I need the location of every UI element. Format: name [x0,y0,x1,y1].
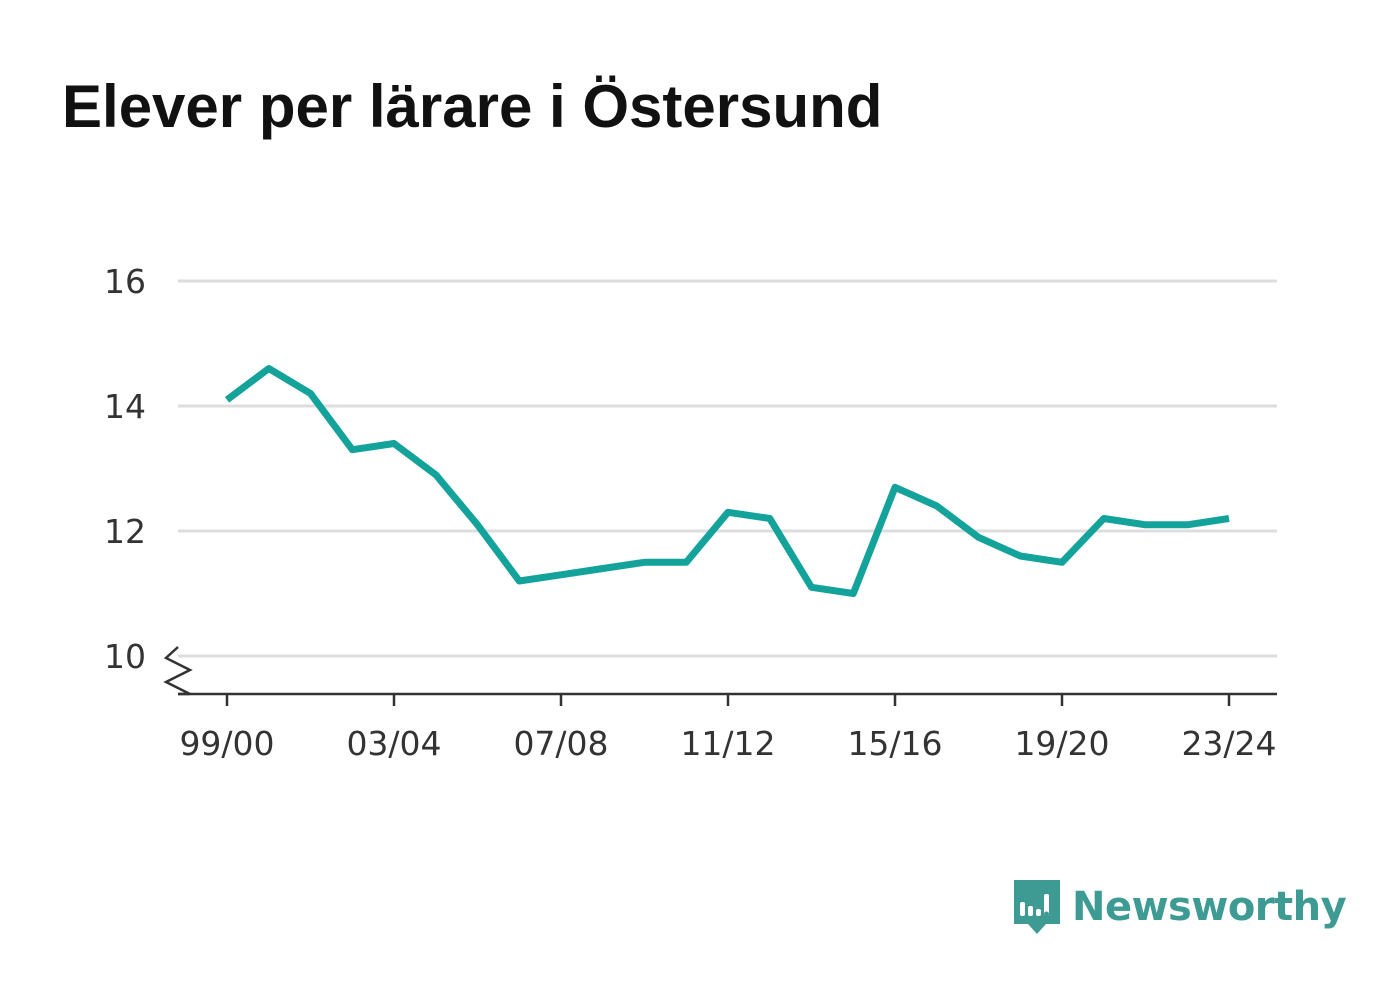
x-tick-label: 11/12 [680,724,775,763]
x-tick-label: 15/16 [847,724,942,763]
chart-title: Elever per lärare i Östersund [62,73,883,140]
grid-lines [178,279,1277,658]
x-tick-label: 99/00 [179,724,274,763]
y-tick-labels: 10 12 14 16 [104,262,146,676]
x-tick-label: 07/08 [513,724,608,763]
y-tick-label: 16 [104,262,146,301]
x-tick-label: 19/20 [1014,724,1109,763]
series-layer [224,365,1230,597]
y-axis-break-icon [163,646,193,696]
y-tick-label: 10 [104,637,146,676]
x-tick-labels: 99/00 03/04 07/08 11/12 15/16 19/20 23/24 [179,724,1276,763]
brand-name: Newsworthy [1072,884,1347,930]
y-tick-label: 14 [104,387,146,426]
x-tick-label: 23/24 [1181,724,1276,763]
x-tick-label: 03/04 [346,724,441,763]
series-line-0 [224,365,1230,597]
y-tick-label: 12 [104,512,146,551]
newsworthy-brand: Newsworthy [1010,876,1347,938]
x-axis [163,646,1277,706]
newsworthy-logo-icon [1014,880,1060,934]
